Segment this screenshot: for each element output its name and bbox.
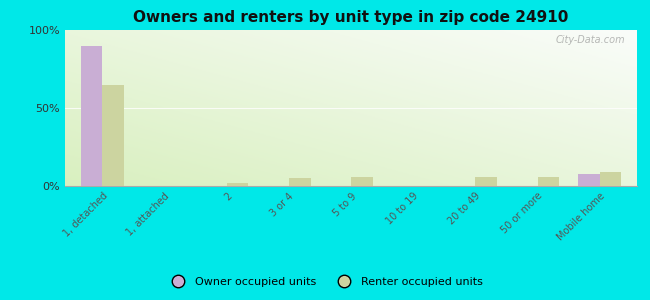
Bar — [538, 177, 559, 186]
Bar — [81, 46, 102, 186]
Bar — [600, 172, 621, 186]
Legend: Owner occupied units, Renter occupied units: Owner occupied units, Renter occupied un… — [163, 273, 487, 291]
Bar — [227, 183, 248, 186]
Bar — [475, 177, 497, 186]
Bar — [289, 178, 311, 186]
Bar — [578, 173, 600, 186]
Title: Owners and renters by unit type in zip code 24910: Owners and renters by unit type in zip c… — [133, 10, 569, 25]
Text: City-Data.com: City-Data.com — [556, 35, 625, 45]
Bar — [102, 85, 124, 186]
Bar — [351, 177, 372, 186]
